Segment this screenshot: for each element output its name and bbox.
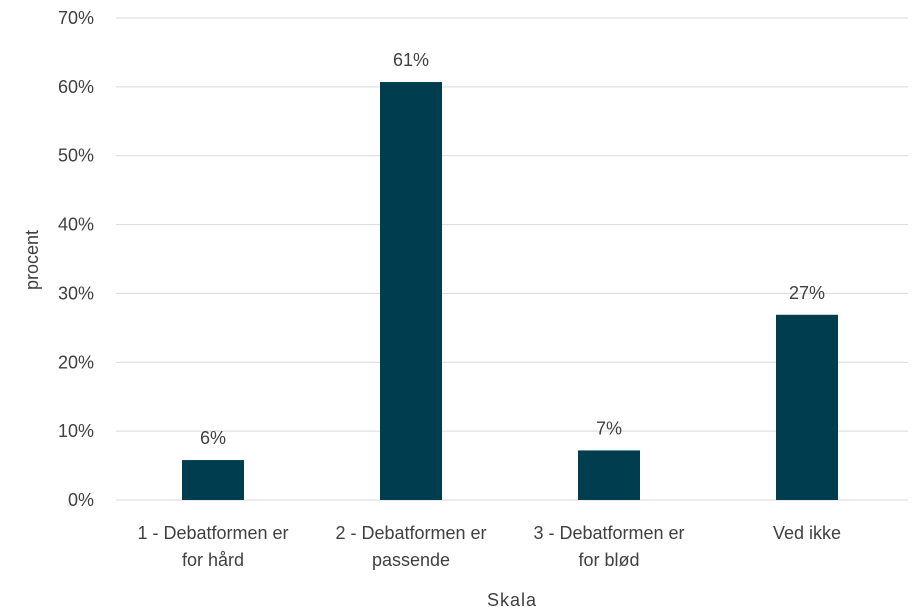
- x-category-label-line: passende: [372, 550, 450, 570]
- bar: [182, 460, 244, 500]
- x-category-label-line: Ved ikke: [773, 523, 841, 543]
- data-labels: 6% 61% 7% 27%: [200, 50, 825, 448]
- x-axis-title: Skala: [487, 590, 537, 607]
- y-axis-title: procent: [22, 230, 42, 290]
- data-label: 6%: [200, 428, 226, 448]
- y-tick-label: 0%: [68, 490, 94, 510]
- data-label: 61%: [393, 50, 429, 70]
- bar: [776, 314, 838, 500]
- x-category-label-line: for hård: [182, 550, 244, 570]
- gridlines: [116, 17, 908, 501]
- x-category-label-line: 3 - Debatformen er: [533, 523, 684, 543]
- x-category-label-line: for blød: [578, 550, 639, 570]
- y-tick-label: 60%: [58, 77, 94, 97]
- y-tick-label: 10%: [58, 421, 94, 441]
- y-tick-label: 20%: [58, 352, 94, 372]
- x-category-label: 2 - Debatformen er passende: [335, 523, 486, 570]
- bar: [380, 82, 442, 500]
- y-tick-label: 70%: [58, 8, 94, 28]
- y-tick-label: 30%: [58, 283, 94, 303]
- y-axis-tick-labels: 0% 10% 20% 30% 40% 50% 60% 70%: [58, 8, 94, 510]
- x-category-label-line: 2 - Debatformen er: [335, 523, 486, 543]
- data-label: 7%: [596, 418, 622, 438]
- bars: [182, 82, 838, 500]
- x-category-label: 1 - Debatformen er for hård: [137, 523, 288, 570]
- y-tick-label: 40%: [58, 215, 94, 235]
- data-label: 27%: [789, 283, 825, 303]
- x-axis-category-labels: 1 - Debatformen er for hård 2 - Debatforme…: [137, 523, 841, 570]
- x-category-label: Ved ikke: [773, 523, 841, 543]
- bar: [578, 450, 640, 500]
- x-category-label-line: 1 - Debatformen er: [137, 523, 288, 543]
- x-category-label: 3 - Debatformen er for blød: [533, 523, 684, 570]
- y-tick-label: 50%: [58, 146, 94, 166]
